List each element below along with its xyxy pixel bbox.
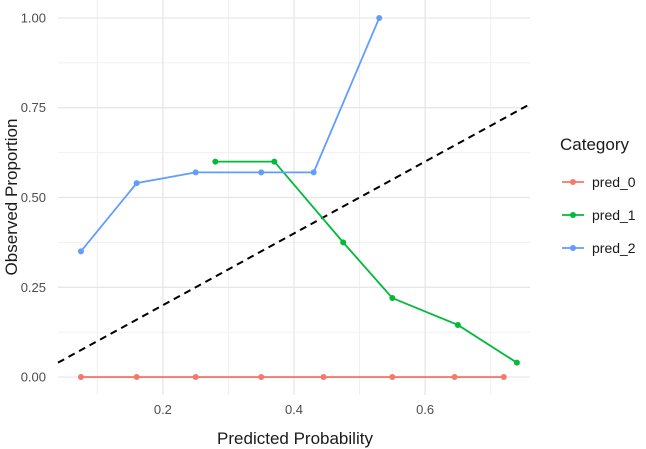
data-point-pred_0: [258, 374, 265, 381]
gridlines: [58, 0, 530, 395]
x-tick-label: 0.6: [416, 402, 434, 417]
legend-title: Category: [560, 135, 629, 154]
legend-key-point: [570, 245, 576, 251]
y-tick-label: 0.00: [21, 370, 46, 385]
data-point-pred_1: [513, 359, 520, 366]
legend-label: pred_2: [592, 240, 636, 256]
y-tick-labels: 0.00 0.25 0.50 0.75 1.00: [21, 10, 46, 384]
y-axis-title: Observed Proportion: [2, 119, 21, 276]
y-tick-label: 0.75: [21, 100, 46, 115]
data-point-pred_0: [389, 374, 396, 381]
data-point-pred_2: [192, 169, 199, 176]
reference-diagonal: [57, 103, 531, 364]
x-axis-title: Predicted Probability: [217, 429, 373, 448]
legend-item-pred_1: pred_1: [562, 207, 636, 223]
series-group: [77, 14, 520, 381]
data-point-pred_0: [320, 374, 327, 381]
data-point-pred_1: [212, 158, 219, 165]
legend-item-pred_0: pred_0: [562, 174, 636, 190]
data-point-pred_1: [271, 158, 278, 165]
y-tick-label: 0.25: [21, 280, 46, 295]
series-line-pred_2: [80, 17, 381, 252]
legend-label: pred_1: [592, 207, 636, 223]
data-point-pred_1: [340, 239, 347, 246]
data-point-pred_0: [500, 374, 507, 381]
legend-item-pred_2: pred_2: [562, 240, 636, 256]
data-point-pred_2: [258, 169, 265, 176]
data-point-pred_1: [454, 321, 461, 328]
data-point-pred_2: [310, 169, 317, 176]
series-pred_0: [77, 374, 507, 381]
series-line-pred_1: [215, 160, 518, 364]
legend-label: pred_0: [592, 174, 636, 190]
series-pred_1: [212, 158, 520, 366]
legend-key-point: [570, 212, 576, 218]
data-point-pred_2: [376, 14, 383, 21]
data-point-pred_2: [77, 248, 84, 255]
data-point-pred_0: [192, 374, 199, 381]
x-tick-label: 0.2: [154, 402, 172, 417]
legend: Category pred_0 pred_1 pred_2: [560, 135, 636, 256]
data-point-pred_0: [451, 374, 458, 381]
data-point-pred_1: [389, 295, 396, 302]
x-tick-labels: 0.2 0.4 0.6: [154, 402, 434, 417]
legend-key-point: [570, 179, 576, 185]
data-point-pred_0: [77, 374, 84, 381]
y-tick-label: 0.50: [21, 190, 46, 205]
data-point-pred_2: [133, 180, 140, 187]
x-tick-label: 0.4: [285, 402, 303, 417]
series-pred_2: [77, 14, 383, 255]
data-point-pred_0: [133, 374, 140, 381]
reference-line: [57, 103, 531, 364]
y-tick-label: 1.00: [21, 10, 46, 25]
